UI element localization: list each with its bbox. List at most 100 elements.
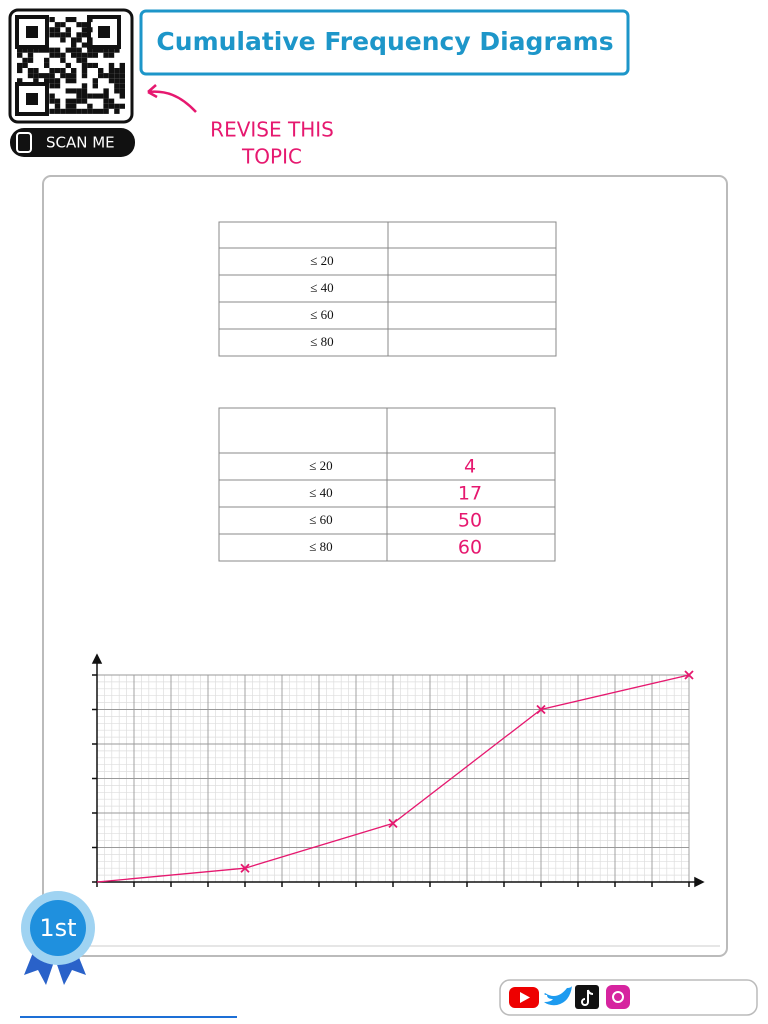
- qr-cell: [17, 68, 23, 74]
- qr-cell: [44, 47, 50, 53]
- qr-cell: [60, 52, 66, 58]
- x-axis: [97, 876, 705, 888]
- qr-cell: [114, 88, 120, 94]
- qr-cell: [81, 57, 88, 63]
- title-box: [139, 9, 630, 76]
- qr-cell: [49, 52, 55, 58]
- instagram-icon[interactable]: [606, 985, 630, 1009]
- answer: 17: [458, 483, 482, 505]
- qr-cell: [71, 17, 77, 23]
- qr-cell: [81, 22, 88, 28]
- qr-finder: [26, 93, 38, 105]
- qr-cell: [65, 62, 71, 68]
- qr-cell: [65, 103, 71, 109]
- qr-cell: [103, 98, 109, 104]
- qr-cell: [33, 78, 39, 84]
- qr-cell: [114, 103, 120, 109]
- chart: [91, 653, 705, 888]
- qr-cell: [49, 73, 55, 79]
- qr-cell: [71, 42, 77, 48]
- qr-cell: [49, 83, 55, 89]
- title: Cumulative Frequency Diagrams: [156, 27, 613, 56]
- qr-finder: [98, 26, 110, 38]
- qr-cell: [71, 98, 77, 104]
- qr-cell: [92, 52, 98, 58]
- qr-cell: [54, 83, 61, 89]
- qr-cell: [49, 108, 55, 114]
- qr-cell: [60, 68, 66, 74]
- qr-cell: [38, 73, 44, 79]
- qr-cell: [103, 88, 109, 94]
- cell: ≤ 80: [309, 539, 332, 554]
- qr-cell: [108, 98, 115, 104]
- qr-cell: [92, 78, 98, 84]
- qr-cell: [71, 52, 77, 58]
- qr-finder: [15, 15, 49, 49]
- qr-cell: [81, 108, 88, 114]
- point-cross: [684, 670, 694, 680]
- qr-cell: [119, 83, 125, 89]
- qr-cell: [22, 47, 28, 53]
- cell: ≤ 40: [310, 280, 333, 295]
- qr-cell: [76, 22, 82, 28]
- qr-cell: [54, 68, 61, 74]
- qr-cell: [81, 93, 88, 99]
- qr-cell: [81, 83, 88, 89]
- qr-cell: [65, 47, 71, 53]
- qr-cell: [76, 88, 82, 94]
- qr-cell: [119, 103, 125, 109]
- table-1: ≤ 20 ≤ 40 ≤ 60 ≤ 80: [218, 221, 557, 357]
- qr-cell: [87, 62, 93, 68]
- scan-label: SCAN ME: [46, 134, 115, 152]
- tiktok-glyph: [581, 989, 594, 1006]
- qr-cell: [76, 47, 82, 53]
- qr-cell: [71, 68, 77, 74]
- qr-cell: [27, 73, 34, 79]
- qr-cell: [87, 47, 93, 53]
- qr-cell: [60, 22, 66, 28]
- qr-cell: [54, 52, 61, 58]
- revise-note: REVISE THIS: [210, 118, 334, 142]
- qr-cell: [44, 57, 50, 63]
- qr-cell: [33, 47, 39, 53]
- qr-cell: [98, 73, 104, 79]
- qr-cell: [49, 32, 55, 38]
- qr-cell: [108, 78, 115, 84]
- qr-cell: [65, 17, 71, 23]
- qr-cell: [33, 73, 39, 79]
- qr-cell: [92, 47, 98, 53]
- youtube-play: [520, 992, 530, 1003]
- qr-cell: [81, 68, 88, 74]
- qr-cell: [54, 32, 61, 38]
- qr-cell: [49, 17, 55, 23]
- qr-cell: [65, 98, 71, 104]
- qr-cell: [108, 103, 115, 109]
- qr-cell: [65, 27, 71, 33]
- qr-cell: [60, 108, 66, 114]
- qr-cell: [92, 108, 98, 114]
- qr-cell: [81, 52, 88, 58]
- qr-cell: [87, 103, 93, 109]
- twitter-icon[interactable]: [544, 986, 572, 1006]
- qr-cell: [54, 98, 61, 104]
- qr-cell: [114, 73, 120, 79]
- qr-cell: [103, 73, 109, 79]
- qr-code: [15, 15, 125, 116]
- phone-icon: [16, 132, 32, 153]
- qr-cell: [27, 68, 34, 74]
- qr-cell: [114, 47, 120, 53]
- qr-cell: [119, 88, 125, 94]
- qr-cell: [81, 32, 88, 38]
- qr-cell: [114, 68, 120, 74]
- qr-cell: [98, 47, 104, 53]
- qr-cell: [27, 47, 34, 53]
- qr-cell: [103, 103, 109, 109]
- qr-cell: [103, 52, 109, 58]
- cell: ≤ 20: [309, 458, 332, 473]
- scan-pill[interactable]: [10, 128, 135, 157]
- qr-finder: [87, 15, 121, 49]
- qr-cell: [76, 108, 82, 114]
- badge-label: 1st: [39, 914, 76, 942]
- card: [42, 175, 728, 957]
- qr-cell: [81, 62, 88, 68]
